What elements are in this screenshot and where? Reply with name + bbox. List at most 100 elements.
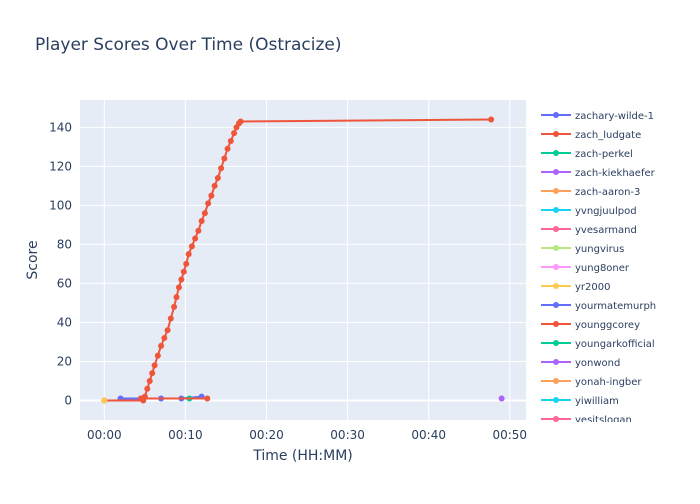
legend-item[interactable]: zach-kiekhaefer — [541, 168, 656, 179]
data-point — [161, 335, 168, 342]
legend-marker — [553, 378, 559, 384]
data-point — [198, 217, 205, 224]
data-point — [205, 200, 212, 207]
data-point — [208, 192, 215, 199]
x-tick-label: 00:40 — [411, 428, 446, 442]
data-point — [183, 260, 190, 267]
data-point — [227, 137, 234, 144]
y-tick-label: 20 — [57, 354, 72, 368]
legend-label: yungvirus — [575, 244, 624, 255]
x-tick-label: 00:30 — [330, 428, 365, 442]
legend-label: yonwond — [575, 358, 620, 369]
legend-marker — [553, 340, 559, 346]
data-point — [178, 276, 185, 283]
legend-item[interactable]: zachary-wilde-1 — [541, 111, 654, 122]
legend-item[interactable]: yvesarmand — [541, 225, 637, 236]
legend-marker — [553, 264, 559, 270]
x-tick-label: 00:10 — [168, 428, 203, 442]
legend-label: yourmatemurph — [575, 301, 656, 312]
legend-marker — [553, 416, 559, 422]
legend-item[interactable]: zach-aaron-3 — [541, 187, 640, 198]
y-tick-label: 60 — [57, 276, 72, 290]
legend-label: zach-kiekhaefer — [575, 168, 656, 179]
legend-marker — [553, 188, 559, 194]
data-point — [195, 227, 202, 234]
data-point — [211, 182, 218, 189]
legend-item[interactable]: younggcorey — [541, 320, 640, 331]
legend-item[interactable]: yvngjuulpod — [541, 206, 637, 217]
legend-label: yung8oner — [575, 263, 630, 274]
y-axis-label: Score — [25, 240, 41, 279]
y-tick-label: 120 — [49, 159, 72, 173]
legend-item[interactable]: yungvirus — [541, 244, 624, 255]
legend-item[interactable]: yonwond — [541, 358, 620, 369]
legend-item[interactable]: zach-perkel — [541, 149, 633, 160]
data-point — [192, 235, 199, 242]
legend-item[interactable]: yr2000 — [541, 282, 610, 293]
data-point — [101, 397, 108, 404]
data-point — [144, 385, 151, 392]
data-point — [201, 210, 208, 217]
legend-label: yiwilliam — [575, 396, 619, 407]
legend-label: youngarkofficial — [575, 339, 655, 350]
legend-label: yvngjuulpod — [575, 206, 637, 217]
x-tick-label: 00:20 — [249, 428, 284, 442]
x-tick-label: 00:00 — [87, 428, 122, 442]
legend-marker — [553, 207, 559, 213]
data-point — [488, 116, 495, 123]
data-point — [173, 294, 180, 301]
data-point — [158, 342, 165, 349]
data-point — [171, 303, 178, 310]
legend-label: yesitslogan — [575, 415, 632, 426]
data-point — [237, 118, 244, 125]
legend-label: yvesarmand — [575, 225, 637, 236]
legend-marker — [553, 112, 559, 118]
legend-item[interactable]: yung8oner — [541, 263, 630, 274]
legend-marker — [553, 245, 559, 251]
legend-item[interactable]: yonah-ingber — [541, 377, 642, 388]
y-tick-label: 80 — [57, 237, 72, 251]
legend-marker — [553, 283, 559, 289]
data-point — [224, 145, 231, 152]
grid-lines — [80, 100, 526, 420]
legend-label: zach-aaron-3 — [575, 187, 640, 198]
data-point — [146, 377, 153, 384]
legend-marker — [553, 397, 559, 403]
data-point — [151, 362, 158, 369]
legend-marker — [553, 359, 559, 365]
data-point — [214, 175, 221, 182]
legend-marker — [553, 169, 559, 175]
x-tick-label: 00:50 — [492, 428, 527, 442]
x-tick-labels: 00:00 00:10 00:20 00:30 00:40 00:50 — [87, 428, 527, 442]
legend-item[interactable]: youngarkofficial — [541, 339, 655, 350]
data-point — [185, 251, 192, 258]
legend-item[interactable]: yiwilliam — [541, 396, 619, 407]
legend-label: zach_ludgate — [575, 130, 641, 141]
legend-label: yr2000 — [575, 282, 610, 293]
data-point — [231, 130, 238, 137]
x-axis-label: Time (HH:MM) — [252, 448, 353, 464]
data-point — [221, 155, 228, 162]
data-point — [154, 352, 161, 359]
data-point — [164, 327, 171, 334]
legend-marker — [553, 131, 559, 137]
data-point — [175, 284, 182, 291]
y-tick-label: 100 — [49, 198, 72, 212]
legend-item[interactable]: zach_ludgate — [541, 130, 641, 141]
legend-label: zachary-wilde-1 — [575, 111, 654, 122]
y-tick-label: 0 — [64, 393, 72, 407]
legend-item[interactable]: yourmatemurph — [541, 301, 656, 312]
legend-marker — [553, 302, 559, 308]
y-tick-labels: 0 20 40 60 80 100 120 140 — [49, 120, 72, 407]
data-point — [498, 395, 505, 402]
legend-item[interactable]: yesitslogan — [541, 415, 632, 426]
legend-marker — [553, 321, 559, 327]
legend-label: younggcorey — [575, 320, 640, 331]
data-point — [218, 165, 225, 172]
legend-label: zach-perkel — [575, 149, 633, 160]
legend[interactable]: zachary-wilde-1 zach_ludgate zach-perkel za… — [541, 111, 656, 426]
data-point — [167, 315, 174, 322]
y-tick-label: 140 — [49, 120, 72, 134]
data-point — [204, 395, 211, 402]
